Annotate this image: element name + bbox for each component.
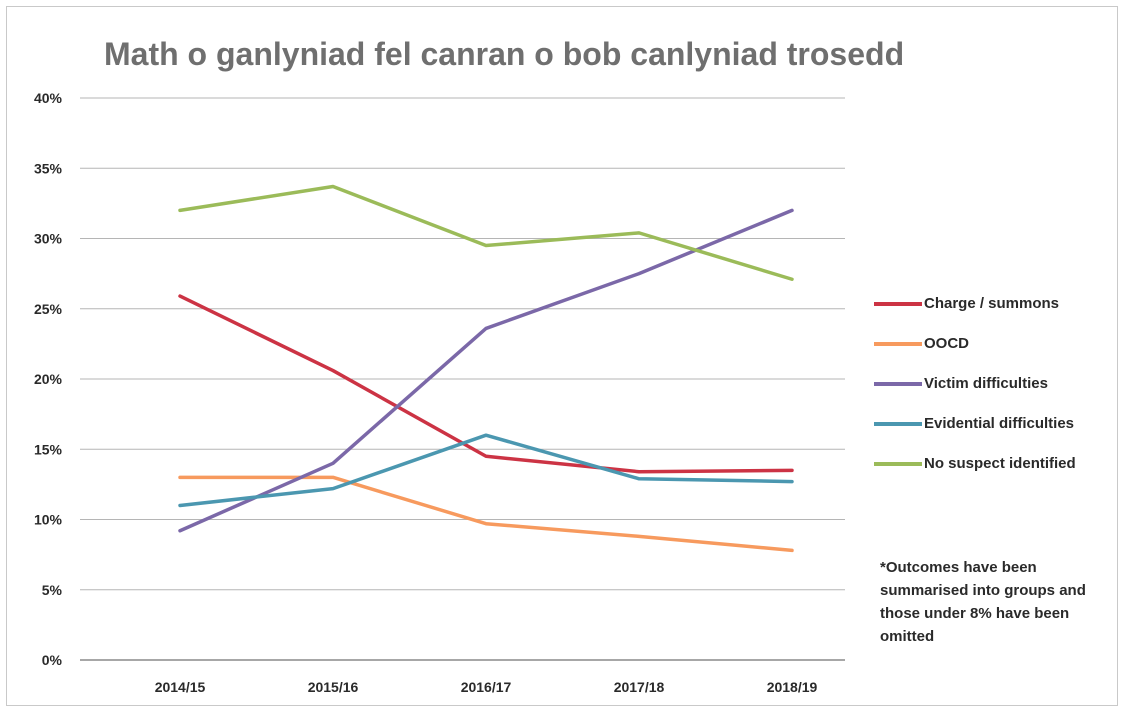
chart-title: Math o ganlyniad fel canran o bob canlyn… <box>104 36 905 72</box>
legend-swatch <box>874 421 922 426</box>
series-line <box>178 208 794 533</box>
series-line <box>178 294 794 474</box>
legend-label: No suspect identified <box>924 455 1076 472</box>
legend-item: Victim difficulties <box>874 370 1124 397</box>
legend-swatch <box>874 461 922 466</box>
series-line <box>178 433 794 508</box>
legend-label: Victim difficulties <box>924 375 1048 392</box>
y-tick-label: 25% <box>34 301 63 317</box>
legend-item: No suspect identified <box>874 450 1124 477</box>
gridlines <box>80 97 845 661</box>
y-tick-label: 5% <box>42 582 63 598</box>
series-lines <box>178 184 794 553</box>
legend: Charge / summons OOCD Victim difficulties E… <box>874 290 1124 490</box>
x-axis-ticks: 2014/15 2015/16 2016/17 2017/18 2018/19 <box>155 679 818 695</box>
x-tick-label: 2015/16 <box>308 679 359 695</box>
x-tick-label: 2016/17 <box>461 679 512 695</box>
legend-swatch <box>874 381 922 386</box>
y-tick-label: 30% <box>34 231 63 247</box>
legend-swatch <box>874 301 922 306</box>
x-tick-label: 2014/15 <box>155 679 206 695</box>
x-tick-label: 2017/18 <box>614 679 665 695</box>
y-tick-label: 0% <box>42 652 63 668</box>
legend-label: OOCD <box>924 335 969 352</box>
legend-item: OOCD <box>874 330 1124 357</box>
y-tick-label: 40% <box>34 90 63 106</box>
legend-item: Evidential difficulties <box>874 410 1124 437</box>
y-tick-label: 20% <box>34 371 63 387</box>
footnote-annotation: *Outcomes have been summarised into grou… <box>880 559 1086 645</box>
legend-label: Charge / summons <box>924 295 1060 312</box>
legend-swatch <box>874 341 922 346</box>
y-tick-label: 10% <box>34 512 63 528</box>
series-line <box>178 184 794 281</box>
y-tick-label: 15% <box>34 441 63 457</box>
x-tick-label: 2018/19 <box>767 679 818 695</box>
y-axis-ticks: 0% 5% 10% 15% 20% 25% 30% 35% 40% <box>34 90 63 668</box>
legend-item: Charge / summons <box>874 290 1124 317</box>
y-tick-label: 35% <box>34 160 63 176</box>
legend-label: Evidential difficulties <box>924 415 1075 432</box>
series-line <box>178 475 794 553</box>
